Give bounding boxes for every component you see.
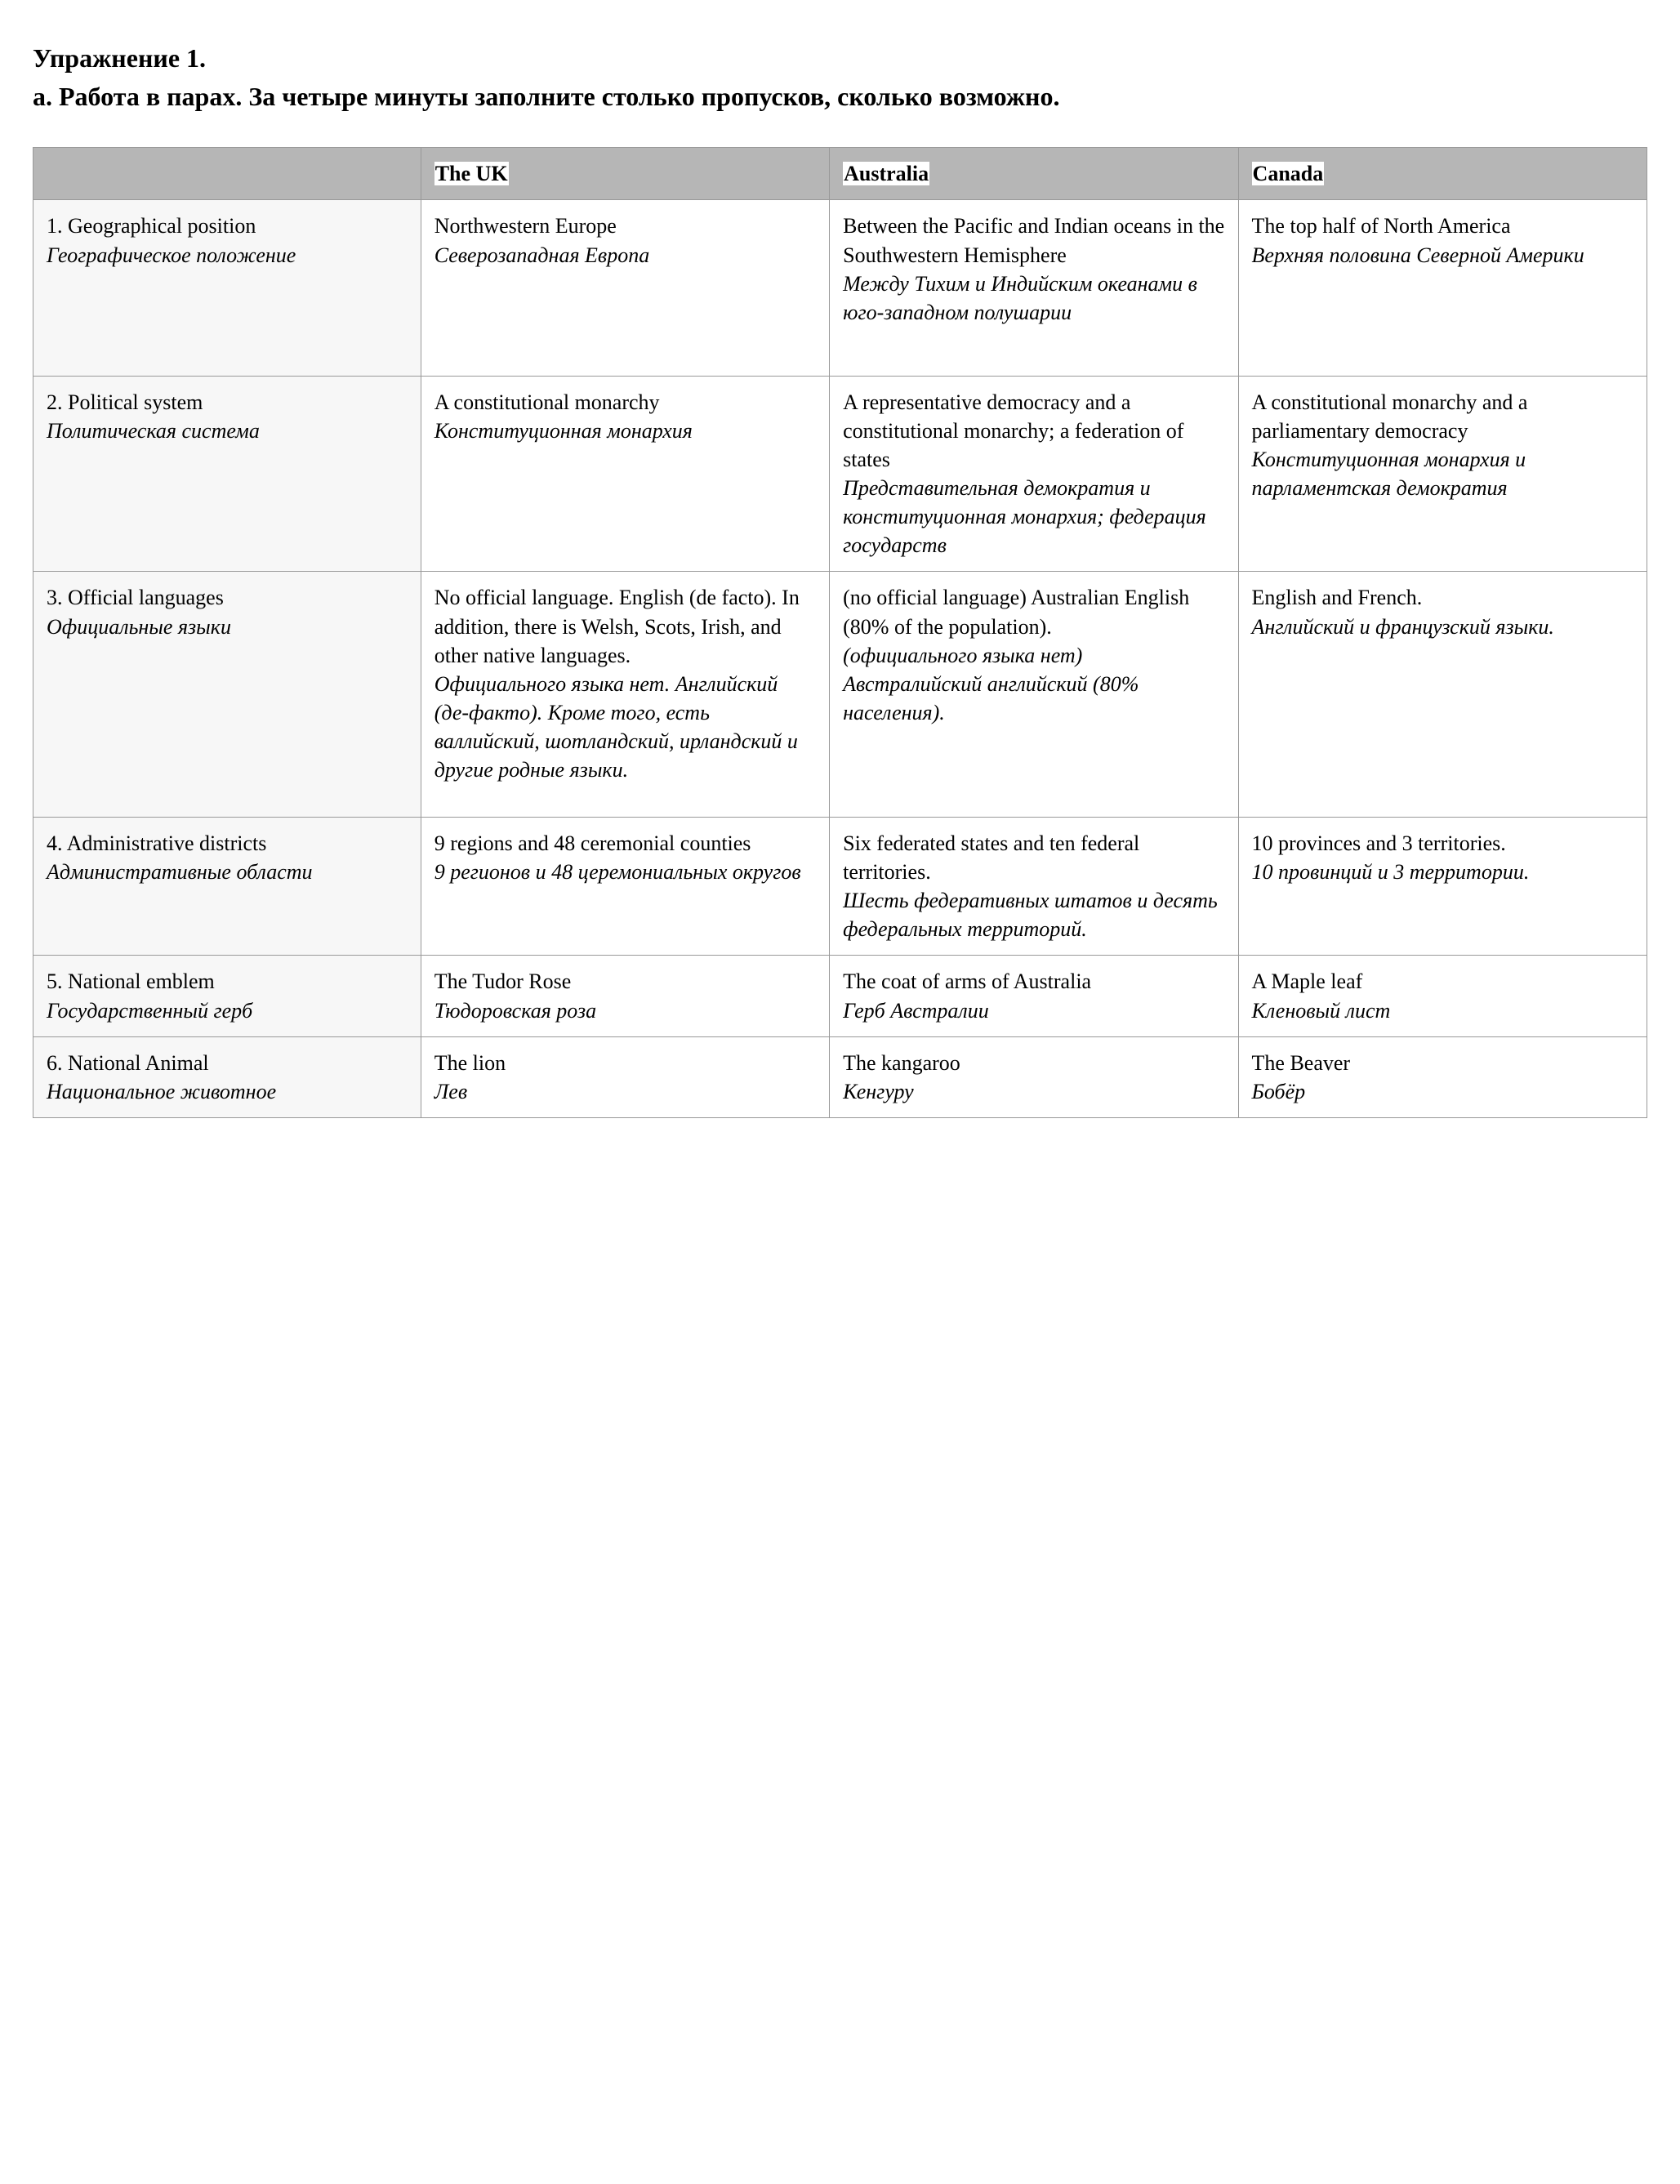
cell-animal-au: The kangaroo Кенгуру [830, 1036, 1238, 1117]
header-blank [33, 148, 421, 200]
table-row: 4. Administrative districts Администрати… [33, 818, 1647, 956]
cell-languages-ca: English and French. Английский и француз… [1238, 572, 1647, 818]
cell-languages-au: (no official language) Australian Englis… [830, 572, 1238, 818]
row-label-emblem: 5. National emblem Государственный герб [33, 956, 421, 1036]
row-label-languages: 3. Official languages Официальные языки [33, 572, 421, 818]
cell-geo-uk: Northwestern Europe Северозападная Европ… [421, 200, 829, 376]
cell-emblem-uk: The Tudor Rose Тюдоровская роза [421, 956, 829, 1036]
cell-animal-ca: The Beaver Бобёр [1238, 1036, 1647, 1117]
cell-emblem-ca: A Maple leaf Кленовый лист [1238, 956, 1647, 1036]
cell-admin-ca: 10 provinces and 3 territories. 10 прови… [1238, 818, 1647, 956]
header-canada: Canada [1238, 148, 1647, 200]
cell-emblem-au: The coat of arms of Australia Герб Австр… [830, 956, 1238, 1036]
table-row: 6. National Animal Национальное животное… [33, 1036, 1647, 1117]
cell-languages-uk: No official language. English (de facto)… [421, 572, 829, 818]
cell-admin-au: Six federated states and ten federal ter… [830, 818, 1238, 956]
table-row: 1. Geographical position Географическое … [33, 200, 1647, 376]
row-label-geo: 1. Geographical position Географическое … [33, 200, 421, 376]
table-row: 3. Official languages Официальные языки … [33, 572, 1647, 818]
exercise-instruction: а. Работа в парах. За четыре минуты запо… [33, 79, 1647, 114]
exercise-title: Упражнение 1. [33, 41, 1647, 76]
cell-political-ca: A constitutional monarchy and a parliame… [1238, 376, 1647, 572]
row-label-admin: 4. Administrative districts Администрати… [33, 818, 421, 956]
row-label-animal: 6. National Animal Национальное животное [33, 1036, 421, 1117]
cell-political-uk: A constitutional monarchy Конституционна… [421, 376, 829, 572]
header-australia: Australia [830, 148, 1238, 200]
cell-animal-uk: The lion Лев [421, 1036, 829, 1117]
cell-political-au: A representative democracy and a constit… [830, 376, 1238, 572]
table-header-row: The UK Australia Canada [33, 148, 1647, 200]
header-uk: The UK [421, 148, 829, 200]
cell-geo-ca: The top half of North America Верхняя по… [1238, 200, 1647, 376]
cell-geo-au: Between the Pacific and Indian oceans in… [830, 200, 1238, 376]
table-row: 5. National emblem Государственный герб … [33, 956, 1647, 1036]
table-row: 2. Political system Политическая система… [33, 376, 1647, 572]
comparison-table: The UK Australia Canada 1. Geographical … [33, 147, 1647, 1117]
row-label-political: 2. Political system Политическая система [33, 376, 421, 572]
cell-admin-uk: 9 regions and 48 ceremonial counties 9 р… [421, 818, 829, 956]
